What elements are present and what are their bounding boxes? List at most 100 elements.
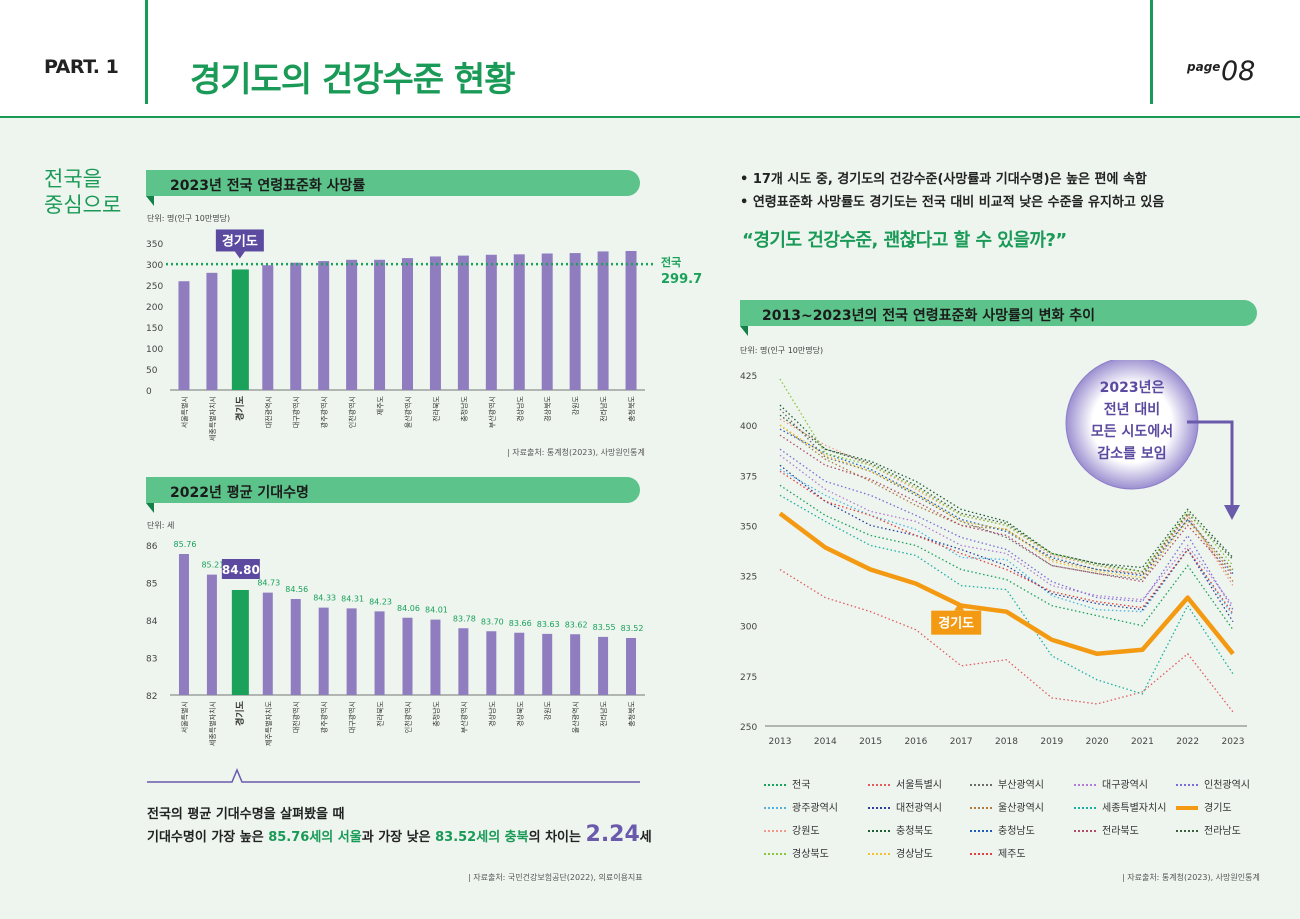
bar (513, 254, 525, 390)
series-line (779, 424, 1234, 579)
legend-item: 충청북도 (868, 822, 933, 837)
legend-swatch (764, 807, 786, 809)
bar-value-label: 83.55 (593, 623, 616, 632)
bar (430, 619, 441, 695)
x-tick-label: 부산광역시 (459, 701, 468, 733)
bullet-list: • 17개 시도 중, 경기도의 건강수준(사망률과 기대수명)은 높은 편에 … (740, 168, 1164, 214)
x-tick-label: 2014 (814, 737, 837, 747)
bar-value-label: 83.66 (509, 619, 532, 628)
y-tick-label: 375 (740, 472, 757, 482)
bar (457, 255, 469, 390)
y-tick-label: 50 (146, 366, 158, 376)
series-line (779, 414, 1234, 573)
bar (514, 632, 525, 695)
bullet-item: • 17개 시도 중, 경기도의 건강수준(사망률과 기대수명)은 높은 편에 … (740, 172, 1147, 187)
y-tick-label: 300 (740, 623, 757, 633)
legend-swatch (868, 830, 890, 832)
x-tick-label: 경상북도 (543, 395, 552, 421)
bar (374, 611, 385, 695)
bar (625, 250, 637, 390)
bar (598, 636, 609, 695)
x-tick-label: 대구광역시 (292, 396, 301, 428)
chart2-unit: 단위: 세 (147, 521, 175, 530)
legend-label: 전국 (792, 780, 811, 791)
x-tick-label: 충청북도 (627, 395, 636, 421)
highlight-callout-box (931, 610, 982, 635)
x-tick-label: 충청북도 (627, 700, 636, 726)
y-tick-label: 0 (146, 387, 152, 397)
legend-label: 세종특별자치시 (1102, 803, 1167, 814)
y-tick-label: 275 (740, 673, 757, 683)
callout-text: 전년 대비 (1104, 401, 1160, 418)
bar (346, 608, 357, 695)
legend-item: 울산광역시 (970, 799, 1044, 814)
x-tick-label: 서울특별시 (180, 701, 189, 733)
summary-line-2: 기대수명이 가장 높은 85.76세의 서울과 가장 낮은 83.52세의 충북… (147, 822, 652, 847)
y-tick-label: 85 (146, 580, 157, 590)
y-tick-label: 100 (146, 345, 163, 355)
x-tick-label: 2016 (904, 737, 927, 747)
chart2-title: 2022년 평균 기대수명 (170, 485, 309, 501)
legend-swatch (1176, 806, 1198, 810)
legend-item: 전라북도 (1074, 822, 1139, 837)
highlight-callout-box (215, 229, 264, 252)
bar-value-label: 83.78 (453, 614, 476, 623)
chart3-title-ribbon (740, 300, 1257, 326)
y-tick-label: 150 (146, 324, 163, 334)
bar-value-label: 84.06 (397, 604, 420, 613)
x-tick-label: 충청남도 (459, 395, 468, 421)
series-line (779, 470, 1234, 615)
bar (346, 259, 358, 390)
reference-value: 299.7 (661, 272, 702, 287)
x-tick-label: 부산광역시 (487, 396, 496, 428)
x-tick-label: 인천광역시 (348, 396, 357, 428)
bar-value-label: 84.80 (222, 563, 260, 577)
legend-item: 광주광역시 (764, 799, 838, 814)
legend-label: 인천광역시 (1204, 780, 1250, 791)
decorative-divider (147, 768, 640, 783)
y-tick-label: 250 (740, 723, 757, 733)
legend-item: 대전광역시 (868, 799, 942, 814)
legend-item: 충청남도 (970, 822, 1035, 837)
x-tick-label: 강원도 (571, 395, 580, 415)
bar (458, 628, 469, 695)
x-tick-label: 광주광역시 (320, 701, 329, 733)
chart3-title: 2013~2023년의 전국 연령표준화 사망률의 변화 추이 (762, 308, 1095, 324)
x-tick-label: 2013 (769, 737, 792, 747)
part-label: PART. 1 (44, 56, 119, 78)
series-line (779, 408, 1234, 581)
x-tick-label: 전라남도 (599, 700, 608, 726)
x-tick-label: 2017 (950, 737, 973, 747)
bar (569, 253, 581, 390)
legend-swatch (1176, 830, 1198, 832)
x-tick-label: 전라북도 (376, 700, 385, 726)
highlight-callout-label: 경기도 (938, 616, 974, 632)
bar (318, 607, 329, 695)
bar (206, 574, 217, 695)
x-tick-label: 경기도 (234, 395, 246, 421)
x-tick-label: 울산광역시 (404, 396, 413, 428)
legend-item: 경기도 (1176, 799, 1232, 814)
bar (542, 633, 553, 695)
bar-value-label: 84.56 (285, 585, 308, 594)
x-tick-label: 강원도 (543, 700, 552, 720)
bar (570, 634, 581, 695)
bar (374, 259, 386, 390)
callout-text: 모든 시도에서 (1091, 424, 1173, 440)
legend-label: 전라북도 (1102, 826, 1139, 837)
y-tick-label: 250 (146, 282, 163, 292)
x-tick-label: 2022 (1176, 737, 1199, 747)
bar (290, 599, 301, 695)
bar (486, 631, 497, 695)
summary-lowest: 83.52세의 충북 (435, 830, 529, 845)
legend-swatch (970, 807, 992, 809)
bar-value-label: 84.01 (425, 606, 448, 615)
x-tick-label: 전라북도 (431, 395, 440, 421)
mortality-trend-line-chart: 250 275 300 325 350 375 400 425 2013 2014 2015 2016… (740, 360, 1247, 747)
bar (429, 256, 441, 390)
legend-label: 경상북도 (792, 849, 829, 860)
legend-swatch (868, 807, 890, 809)
legend-swatch (1074, 784, 1096, 786)
legend-label: 서울특별시 (896, 780, 942, 791)
